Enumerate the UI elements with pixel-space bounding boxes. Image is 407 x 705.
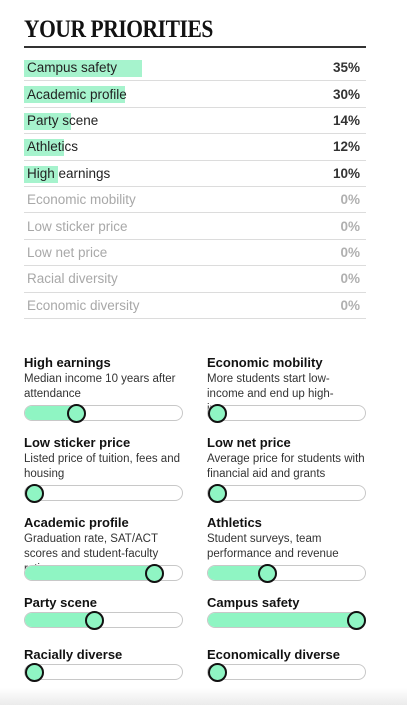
slider-campus-safety: Campus safety	[207, 594, 366, 646]
priority-label: Racial diversity	[27, 271, 118, 287]
priority-share-bar	[24, 60, 142, 77]
slider-fill	[208, 566, 268, 580]
slider-athletics: Athletics Student surveys, team performan…	[207, 514, 366, 594]
slider-party-scene: Party scene	[24, 594, 183, 646]
slider-description: Graduation rate, SAT/ACT scores and stud…	[24, 533, 159, 575]
slider-fill	[208, 613, 357, 627]
slider-description: Median income 10 years after attendance	[24, 373, 176, 400]
priority-label: Economic diversity	[27, 297, 140, 313]
slider-track[interactable]	[24, 663, 183, 682]
slider-thumb[interactable]	[25, 484, 44, 503]
slider-fill	[25, 613, 95, 627]
priority-row: Athletics 12%	[24, 134, 366, 161]
bottom-fade	[0, 688, 407, 705]
priority-label: High earnings	[27, 165, 111, 181]
slider-track[interactable]	[24, 564, 183, 583]
slider-title: Racially diverse	[24, 647, 123, 662]
slider-description: Student surveys, team performance and re…	[207, 533, 339, 560]
priority-row: Academic profile 30%	[24, 81, 366, 108]
slider-thumb[interactable]	[66, 404, 86, 423]
priority-percent: 14%	[332, 112, 360, 128]
priority-row: Party scene 14%	[24, 108, 366, 135]
slider-title: Athletics	[207, 515, 262, 530]
priority-percent: 30%	[332, 86, 360, 102]
priority-row: Campus safety 35%	[24, 55, 366, 82]
priority-percent: 0%	[340, 192, 360, 208]
slider-fill	[25, 566, 155, 580]
slider-track[interactable]	[24, 404, 183, 423]
slider-title: Low sticker price	[24, 435, 131, 450]
priority-row: Low net price 0%	[24, 240, 366, 267]
slider-track[interactable]	[24, 611, 183, 630]
priority-percent: 35%	[332, 60, 360, 76]
slider-thumb[interactable]	[84, 611, 104, 630]
slider-title: Party scene	[24, 595, 97, 610]
priority-row: Low sticker price 0%	[24, 213, 366, 240]
priority-percent: 12%	[332, 139, 360, 155]
slider-thumb[interactable]	[144, 564, 164, 583]
slider-title: Economically diverse	[207, 647, 340, 662]
priority-percent: 0%	[340, 271, 360, 287]
priority-share-bar	[24, 165, 58, 183]
priority-row: Racial diversity 0%	[24, 266, 366, 293]
slider-fill	[25, 406, 77, 420]
slider-thumb[interactable]	[25, 663, 44, 682]
slider-track[interactable]	[207, 663, 366, 682]
slider-thumb[interactable]	[208, 404, 227, 423]
slider-thumb[interactable]	[208, 484, 227, 503]
title-divider	[24, 46, 366, 48]
slider-track[interactable]	[207, 404, 366, 423]
slider-racially-diverse: Racially diverse	[24, 646, 183, 698]
slider-track[interactable]	[24, 484, 183, 503]
slider-description: Average price for students with financia…	[207, 453, 365, 480]
slider-academic-profile: Academic profile Graduation rate, SAT/ACT…	[24, 514, 183, 594]
slider-track[interactable]	[207, 611, 366, 630]
slider-low-sticker-price: Low sticker price Listed price of tuition…	[24, 434, 183, 514]
page-title: YOUR PRIORITIES	[24, 16, 213, 43]
priority-sliders: High earnings Median income 10 years afte…	[24, 354, 366, 698]
slider-title: High earnings	[24, 355, 111, 370]
priority-label: Economic mobility	[27, 192, 136, 208]
slider-description: More students start low-income and end u…	[207, 373, 334, 415]
priority-percent: 0%	[340, 218, 360, 234]
slider-economically-diverse: Economically diverse	[207, 646, 366, 698]
priority-label: Academic profile	[27, 86, 127, 102]
slider-thumb[interactable]	[208, 663, 227, 682]
priority-label: Campus safety	[27, 60, 118, 76]
priority-percent: 0%	[340, 297, 360, 313]
priority-share-bar	[24, 86, 126, 104]
priority-label: Low net price	[27, 244, 108, 260]
slider-title: Campus safety	[207, 595, 300, 610]
priority-row: Economic diversity 0%	[24, 293, 366, 319]
slider-economic-mobility: Economic mobility More students start low…	[207, 354, 366, 434]
priority-share-bar	[24, 112, 72, 130]
priorities-list: Campus safety 35% Academic profile 30% Party…	[24, 55, 366, 319]
priority-row: Economic mobility 0%	[24, 187, 366, 214]
priority-row: High earnings 10%	[24, 161, 366, 187]
slider-high-earnings: High earnings Median income 10 years afte…	[24, 354, 183, 434]
slider-thumb[interactable]	[347, 611, 366, 630]
priority-share-bar	[24, 139, 65, 157]
slider-track[interactable]	[207, 564, 366, 583]
slider-title: Academic profile	[24, 515, 129, 530]
slider-title: Economic mobility	[207, 355, 323, 370]
priority-percent: 10%	[332, 165, 360, 181]
slider-track[interactable]	[207, 484, 366, 503]
priority-percent: 0%	[340, 244, 360, 260]
slider-low-net-price: Low net price Average price for students …	[207, 434, 366, 514]
priority-label: Low sticker price	[27, 218, 128, 234]
slider-title: Low net price	[207, 435, 291, 450]
slider-description: Listed price of tuition, fees and housin…	[24, 453, 180, 480]
slider-thumb[interactable]	[258, 564, 278, 583]
priority-label: Party scene	[27, 112, 99, 128]
priority-label: Athletics	[27, 139, 79, 155]
